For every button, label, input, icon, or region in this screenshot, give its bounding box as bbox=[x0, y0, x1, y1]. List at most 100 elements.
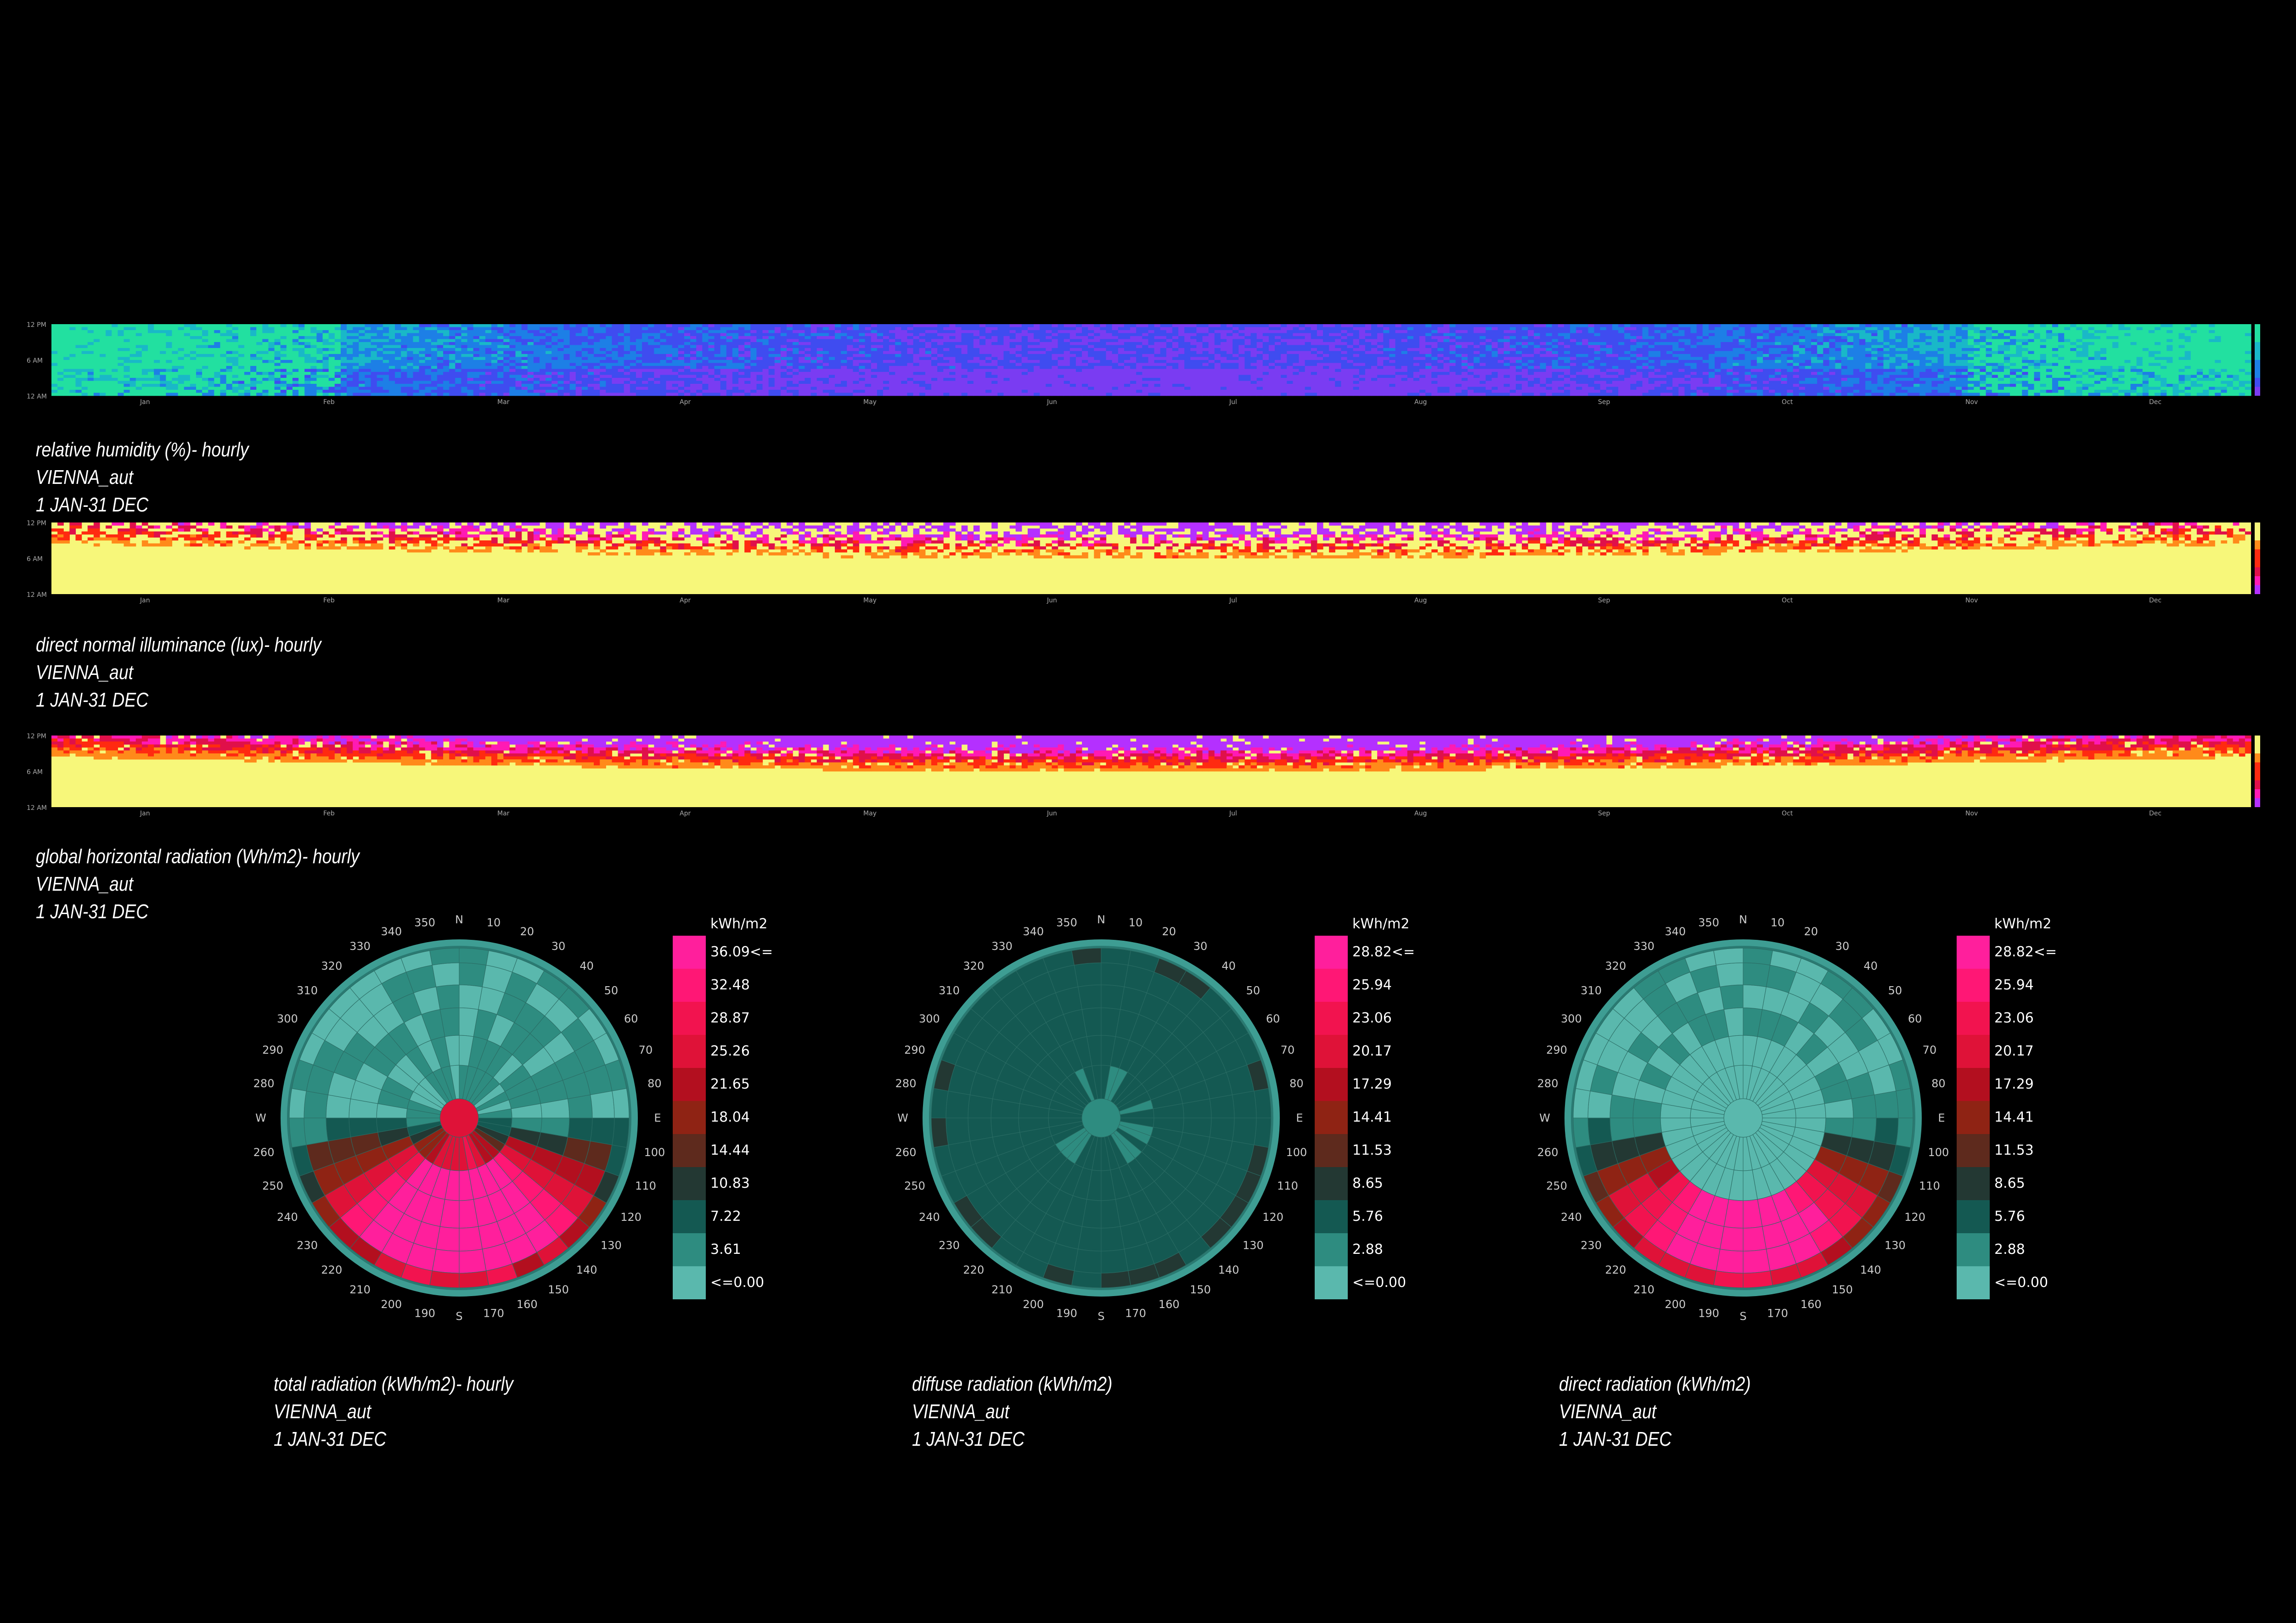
compass-label: 50 bbox=[604, 984, 619, 997]
radiation-rose-diffuse: N 10 20 30 40 50 60 70 80 E 100 110 120 130 140 150 160 1… bbox=[895, 913, 1415, 1323]
heatmap-legend-swatch bbox=[2255, 789, 2260, 798]
legend-unit: kWh/m2 bbox=[1994, 916, 2051, 932]
legend-swatch bbox=[673, 1002, 706, 1035]
rose-cell bbox=[1896, 1118, 1913, 1148]
caption-location: VIENNA_aut bbox=[1559, 1400, 1657, 1423]
caption-period: 1 JAN-31 DEC bbox=[912, 1428, 1025, 1450]
heatmap-legend-swatch bbox=[2255, 549, 2260, 558]
rose-cell bbox=[1743, 1270, 1773, 1288]
compass-label: W bbox=[255, 1112, 266, 1124]
caption-humidity: relative humidity (%)- hourly VIENNA_aut… bbox=[36, 436, 248, 519]
rose-cell bbox=[1720, 984, 1744, 1010]
heatmap-legend-swatch bbox=[2255, 378, 2260, 387]
heatmap-legend-swatch bbox=[2255, 798, 2260, 807]
heatmap-month-label: Aug bbox=[1414, 597, 1427, 604]
compass-label: 40 bbox=[1221, 960, 1236, 972]
legend-label: <=0.00 bbox=[1994, 1275, 2048, 1291]
rose-cell bbox=[1743, 1226, 1767, 1252]
compass-label: 240 bbox=[919, 1211, 940, 1224]
compass-label: 60 bbox=[624, 1012, 638, 1025]
compass-label: 60 bbox=[1908, 1012, 1922, 1025]
caption-title: global horizontal radiation (Wh/m2)- hou… bbox=[36, 845, 360, 868]
compass-label: 340 bbox=[1023, 925, 1044, 938]
rose-cell bbox=[1232, 1118, 1257, 1146]
caption-period: 1 JAN-31 DEC bbox=[36, 900, 149, 923]
caption-direct-radiation: direct radiation (kWh/m2) VIENNA_aut 1 J… bbox=[1559, 1370, 1751, 1453]
compass-label: 330 bbox=[1633, 940, 1654, 953]
heatmap-month-label: Nov bbox=[1965, 810, 1978, 817]
legend-swatch bbox=[1315, 969, 1348, 1002]
rose-cell bbox=[1743, 962, 1771, 987]
compass-label: 350 bbox=[1698, 916, 1719, 929]
rose-cell bbox=[432, 1249, 460, 1274]
legend-label: 32.48 bbox=[710, 977, 750, 993]
legend-swatch bbox=[1315, 1266, 1348, 1299]
heatmap-legend-swatch bbox=[2255, 531, 2260, 540]
rose-cell bbox=[612, 1118, 630, 1148]
legend-label: 8.65 bbox=[1994, 1175, 2025, 1191]
rose-cell bbox=[931, 1088, 949, 1118]
caption-period: 1 JAN-31 DEC bbox=[274, 1428, 387, 1450]
compass-label: 220 bbox=[321, 1264, 342, 1276]
rose-cell bbox=[1078, 984, 1102, 1010]
heatmap-month-label: Oct bbox=[1782, 399, 1793, 406]
compass-label: 70 bbox=[1923, 1044, 1937, 1056]
heatmap-direct-normal-illuminance: 12 PM 6 AM 12 AM Jan Feb Mar Apr May Jun Jul Aug Se… bbox=[27, 520, 2260, 604]
compass-label: 200 bbox=[1665, 1298, 1686, 1311]
caption-location: VIENNA_aut bbox=[912, 1400, 1010, 1423]
legend-label: 25.94 bbox=[1994, 977, 2034, 993]
legend-swatch bbox=[1315, 1167, 1348, 1200]
heatmap-month-label: Jun bbox=[1047, 399, 1057, 406]
heatmap-month-label: Mar bbox=[497, 810, 510, 817]
rose-rim bbox=[923, 939, 1280, 1297]
heatmap-month-label: May bbox=[863, 810, 877, 817]
compass-label: 300 bbox=[919, 1012, 940, 1025]
legend-label: 2.88 bbox=[1994, 1241, 2025, 1258]
compass-label: E bbox=[654, 1112, 661, 1124]
rose-cell bbox=[1713, 1270, 1744, 1288]
compass-label: 20 bbox=[1162, 925, 1176, 938]
compass-label: 260 bbox=[895, 1146, 917, 1159]
compass-label: 330 bbox=[349, 940, 371, 953]
compass-label: 320 bbox=[1605, 960, 1626, 972]
heatmap-month-label: Mar bbox=[497, 399, 510, 406]
compass-label: 230 bbox=[297, 1239, 318, 1252]
rose-cell bbox=[945, 1090, 970, 1118]
heatmap-month-label: Oct bbox=[1782, 810, 1793, 817]
rose-cell bbox=[590, 1090, 615, 1118]
compass-label: 140 bbox=[576, 1264, 597, 1276]
rose-cell bbox=[432, 962, 460, 987]
compass-label: 320 bbox=[963, 960, 984, 972]
legend-swatch bbox=[673, 969, 706, 1002]
legend-swatch bbox=[1315, 1200, 1348, 1233]
heatmap-legend-swatch bbox=[2255, 736, 2260, 745]
rose-cell bbox=[304, 1090, 328, 1118]
caption-period: 1 JAN-31 DEC bbox=[36, 689, 149, 711]
rose-cell bbox=[1874, 1090, 1899, 1118]
compass-label: 150 bbox=[1190, 1283, 1211, 1296]
rose-cell bbox=[590, 1118, 615, 1146]
rose-cell bbox=[1587, 1118, 1612, 1146]
compass-label: 170 bbox=[1767, 1307, 1788, 1320]
compass-label: 280 bbox=[253, 1077, 275, 1090]
legend-swatch bbox=[1957, 1233, 1990, 1266]
compass-label: 200 bbox=[1023, 1298, 1044, 1311]
compass-label: 160 bbox=[1801, 1298, 1822, 1311]
legend-label: 17.29 bbox=[1352, 1076, 1392, 1092]
compass-label: 130 bbox=[1885, 1239, 1906, 1252]
legend-swatch bbox=[1957, 1167, 1990, 1200]
compass-label: 210 bbox=[349, 1283, 371, 1296]
heatmap-legend-swatch bbox=[2255, 744, 2260, 753]
rose-rim bbox=[281, 939, 638, 1297]
heatmap-legend-swatch bbox=[2255, 540, 2260, 550]
compass-label: 260 bbox=[253, 1146, 275, 1159]
legend-swatch bbox=[673, 1200, 706, 1233]
heatmap-legend-swatch bbox=[2255, 351, 2260, 360]
rose-cell bbox=[612, 1088, 630, 1118]
heatmap-global-horizontal-radiation: 12 PM 6 AM 12 AM Jan Feb Mar Apr May Jun Jul Aug Se… bbox=[27, 733, 2260, 817]
heatmap-month-label: Mar bbox=[497, 597, 510, 604]
legend-label: 5.76 bbox=[1352, 1208, 1383, 1224]
rose-cell bbox=[1573, 1118, 1591, 1148]
compass-label: 130 bbox=[601, 1239, 622, 1252]
compass-label: 80 bbox=[1931, 1077, 1946, 1090]
